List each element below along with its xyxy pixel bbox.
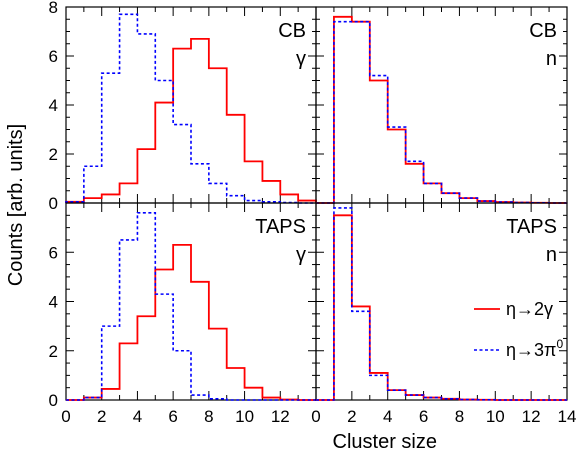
- y-tick-label: 0: [49, 391, 58, 410]
- panel-cb-n: CB n: [315, 6, 568, 204]
- series-eta3pi0: [65, 13, 316, 204]
- legend: η→2γ η→3π0: [474, 299, 563, 360]
- x-tick-label: 12: [522, 407, 541, 426]
- x-tick-label: 4: [383, 407, 392, 426]
- y-tick-label: 6: [49, 47, 58, 66]
- y-tick-label: 0: [49, 194, 58, 213]
- series-eta3pi0: [316, 20, 567, 204]
- panel-taps-n: TAPS n 0 2 4 6 8 10 12 14: [311, 202, 577, 426]
- detector-label: TAPS: [506, 216, 557, 238]
- panels-layer: CB γ 0 2 4 6 8 CB n TAPS γ 0 2 4 6 0 2 4 6 8 10 12 TAPS n 0 2 4 6 8 1…: [49, 0, 577, 426]
- legend-label-eta2g: η→2γ: [506, 299, 553, 319]
- x-tick-label: 4: [133, 407, 142, 426]
- x-tick-label: 8: [204, 407, 213, 426]
- particle-label: n: [546, 48, 557, 70]
- series-eta3pi0: [316, 207, 567, 401]
- x-tick-label: 10: [486, 407, 505, 426]
- x-tick-label: 12: [271, 407, 290, 426]
- y-tick-label: 2: [49, 145, 58, 164]
- x-tick-label: 8: [455, 407, 464, 426]
- x-tick-label: 6: [419, 407, 428, 426]
- panel-taps-gamma: TAPS γ 0 2 4 6 0 2 4 6 8 10 12: [49, 202, 317, 426]
- legend-superscript: 0: [556, 337, 563, 351]
- panel-cb-gamma: CB γ 0 2 4 6 8: [49, 0, 317, 213]
- series-eta2g: [316, 15, 567, 204]
- x-tick-label: 0: [61, 407, 70, 426]
- y-tick-label: 8: [49, 0, 58, 17]
- y-axis-title: Counts [arb. units]: [5, 124, 27, 286]
- detector-label: TAPS: [255, 216, 306, 238]
- x-axis-title: Cluster size: [333, 431, 437, 453]
- x-tick-label: 2: [97, 407, 106, 426]
- series-eta3pi0: [66, 212, 316, 401]
- y-tick-label: 2: [49, 342, 58, 361]
- detector-label: CB: [529, 20, 557, 42]
- x-tick-label: 0: [311, 407, 320, 426]
- detector-label: CB: [278, 20, 306, 42]
- particle-label: γ: [296, 48, 306, 70]
- series-eta2g: [65, 37, 317, 203]
- legend-label-eta3pi0: η→3π0: [506, 337, 563, 360]
- particle-label: n: [546, 244, 557, 266]
- y-tick-label: 4: [49, 293, 58, 312]
- x-tick-label: 2: [347, 407, 356, 426]
- x-tick-label: 10: [235, 407, 254, 426]
- y-tick-label: 6: [49, 243, 58, 262]
- x-tick-label: 14: [558, 407, 577, 426]
- x-tick-label: 6: [168, 407, 177, 426]
- particle-label: γ: [296, 244, 306, 266]
- series-eta2g: [66, 243, 316, 401]
- y-tick-label: 4: [49, 96, 58, 115]
